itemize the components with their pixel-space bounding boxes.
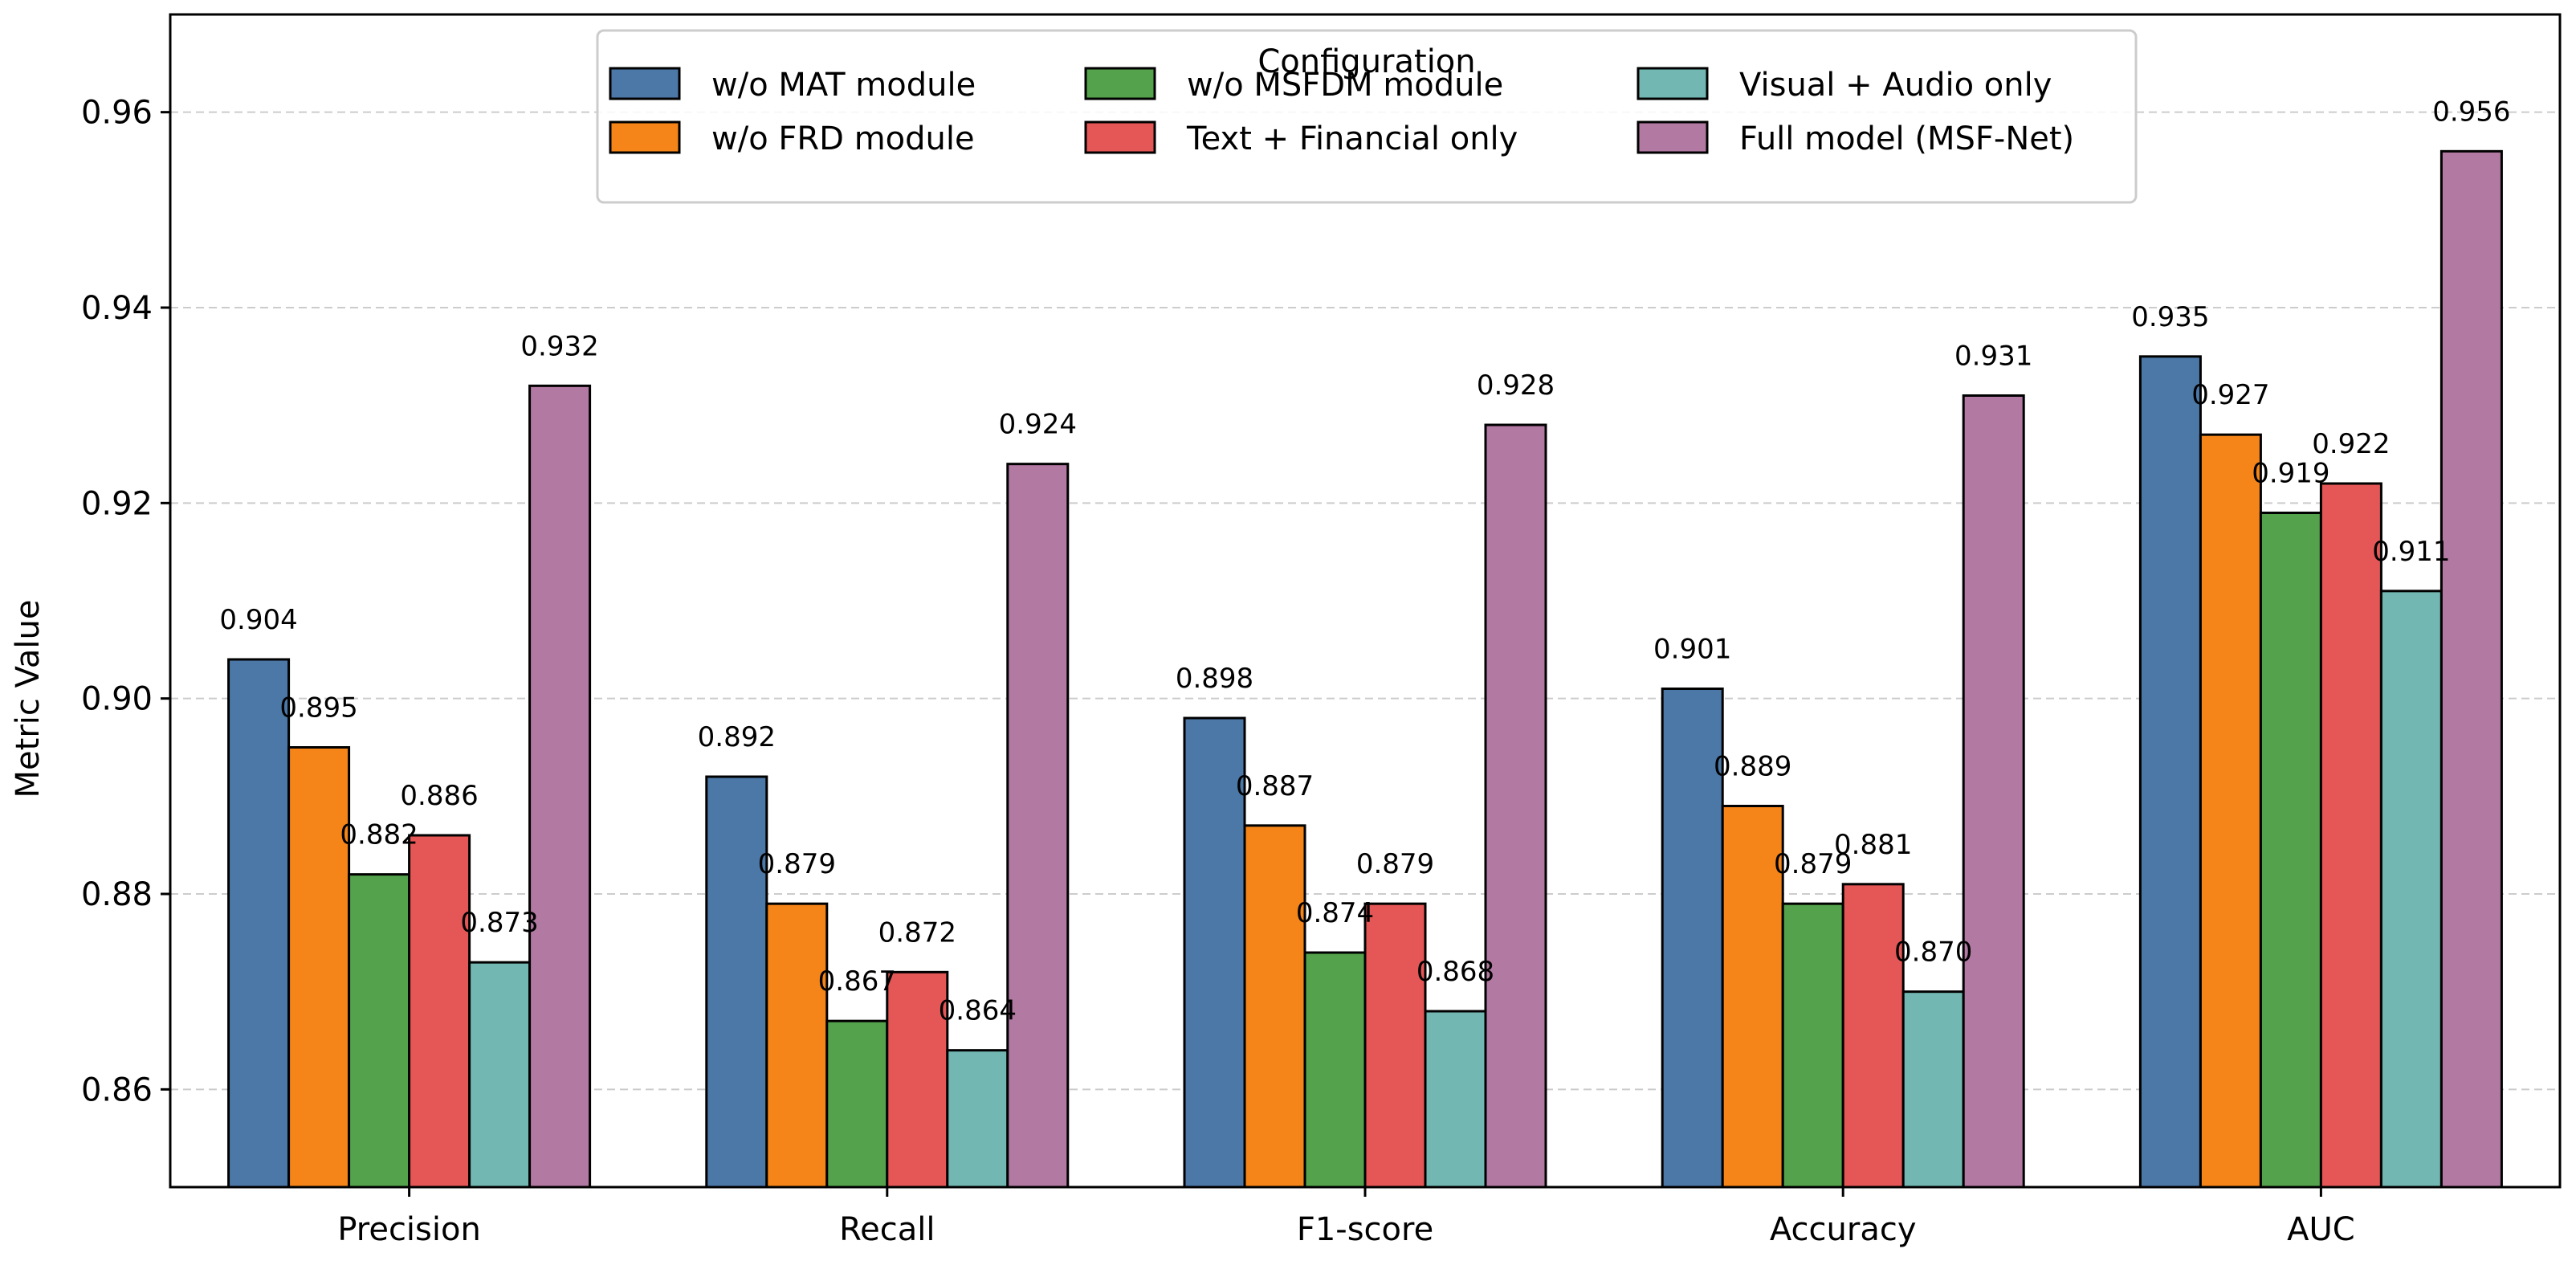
bar-f1-score-series-2[interactable] — [1243, 824, 1306, 1189]
data-label: 0.872 — [878, 916, 956, 949]
bar-recall-series-1[interactable] — [705, 775, 768, 1189]
data-label: 0.922 — [2312, 428, 2390, 460]
data-label: 0.911 — [2372, 536, 2450, 568]
bar-accuracy-series-5[interactable] — [1901, 990, 1965, 1189]
bar-precision-series-5[interactable] — [468, 961, 532, 1189]
legend-item-6[interactable]: Full model (MSF-Net) — [1636, 120, 2074, 157]
data-label: 0.886 — [400, 780, 478, 812]
legend-swatch — [1636, 120, 1709, 154]
data-label: 0.935 — [2131, 301, 2209, 333]
bar-recall-series-5[interactable] — [946, 1049, 1009, 1189]
legend-label: w/o FRD module — [711, 120, 975, 157]
data-labels-layer: 0.904 0.895 0.882 0.886 0.873 0.932 0.892 0.879… — [219, 96, 2510, 1026]
data-label: 0.868 — [1416, 956, 1494, 988]
data-label: 0.879 — [758, 848, 836, 880]
bar-auc-series-4[interactable] — [2319, 482, 2382, 1189]
legend-item-1[interactable]: w/o MAT module — [609, 67, 976, 104]
x-tick-label: Recall — [839, 1211, 935, 1248]
bar-auc-series-6[interactable] — [2439, 149, 2503, 1189]
y-axis-title: Metric Value — [10, 600, 47, 798]
data-label: 0.927 — [2191, 379, 2269, 411]
y-tick-label: 0.96 — [81, 95, 153, 132]
legend-item-3[interactable]: w/o MSFDM module — [1084, 67, 1503, 104]
legend-box — [596, 29, 2138, 204]
data-label: 0.904 — [219, 604, 297, 636]
legend-label: w/o MAT module — [711, 67, 976, 104]
x-tick-label: Precision — [337, 1211, 480, 1248]
legend-swatch — [1636, 67, 1709, 100]
legend-item-2[interactable]: w/o FRD module — [609, 120, 975, 157]
data-label: 0.892 — [698, 721, 776, 753]
bar-auc-series-1[interactable] — [2138, 355, 2202, 1189]
legend-label: w/o MSFDM module — [1187, 67, 1503, 104]
data-label: 0.895 — [279, 692, 357, 724]
bar-recall-series-2[interactable] — [765, 902, 829, 1189]
data-label: 0.956 — [2432, 96, 2510, 128]
y-tick-label: 0.92 — [81, 485, 153, 522]
bar-precision-series-6[interactable] — [528, 384, 592, 1189]
data-label: 0.898 — [1176, 663, 1253, 695]
data-label: 0.924 — [999, 409, 1077, 441]
legend-swatch — [1084, 120, 1156, 154]
data-label: 0.932 — [520, 330, 598, 362]
data-label: 0.879 — [1356, 848, 1434, 880]
data-label: 0.874 — [1296, 897, 1374, 929]
bar-precision-series-1[interactable] — [227, 658, 291, 1189]
data-label: 0.931 — [1954, 341, 2032, 373]
bar-auc-series-2[interactable] — [2199, 433, 2262, 1189]
legend[interactable]: Configuration w/o MAT module w/o FRD modul… — [596, 29, 2138, 204]
data-label: 0.879 — [1774, 848, 1852, 880]
y-tick-label: 0.86 — [81, 1071, 153, 1108]
bar-f1-score-series-3[interactable] — [1303, 951, 1367, 1189]
legend-title: Configuration — [1257, 43, 1475, 80]
legend-swatch — [609, 120, 681, 154]
bar-auc-series-5[interactable] — [2379, 590, 2443, 1189]
y-tick-label: 0.94 — [81, 290, 153, 327]
data-label: 0.889 — [1714, 751, 1791, 783]
bars-layer — [227, 149, 2503, 1189]
legend-label: Full model (MSF-Net) — [1739, 120, 2074, 157]
plot-frame — [169, 13, 2562, 1189]
bar-precision-series-3[interactable] — [348, 873, 411, 1189]
bar-f1-score-series-6[interactable] — [1484, 423, 1547, 1189]
bar-f1-score-series-1[interactable] — [1183, 716, 1246, 1189]
data-label: 0.864 — [939, 995, 1017, 1027]
bar-precision-series-2[interactable] — [287, 746, 351, 1189]
data-label: 0.919 — [2252, 458, 2329, 490]
x-tick-label: Accuracy — [1770, 1211, 1917, 1248]
bar-recall-series-3[interactable] — [825, 1019, 889, 1189]
axes-layer: 0.86 0.88 0.90 0.92 0.94 0.96 Precision Recall F… — [81, 13, 2562, 1248]
legend-swatch — [609, 67, 681, 100]
x-tick-label: AUC — [2287, 1211, 2355, 1248]
data-label: 0.928 — [1477, 369, 1555, 402]
y-tick-label: 0.88 — [81, 876, 153, 913]
data-label: 0.882 — [340, 819, 418, 851]
bar-recall-series-6[interactable] — [1006, 463, 1070, 1189]
x-tick-label: F1-score — [1297, 1211, 1433, 1248]
legend-item-4[interactable]: Text + Financial only — [1084, 120, 1518, 157]
bar-accuracy-series-4[interactable] — [1841, 883, 1905, 1189]
data-label: 0.901 — [1653, 634, 1731, 666]
bar-f1-score-series-5[interactable] — [1424, 1010, 1487, 1189]
bar-f1-score-series-4[interactable] — [1363, 902, 1427, 1189]
data-label: 0.873 — [460, 907, 538, 939]
bar-accuracy-series-6[interactable] — [1962, 394, 2025, 1189]
data-label: 0.867 — [818, 965, 896, 998]
legend-label: Text + Financial only — [1186, 120, 1518, 157]
legend-item-5[interactable]: Visual + Audio only — [1636, 67, 2052, 104]
data-label: 0.887 — [1236, 770, 1314, 802]
data-label: 0.870 — [1894, 937, 1972, 969]
bar-recall-series-4[interactable] — [886, 970, 949, 1189]
legend-label: Visual + Audio only — [1739, 67, 2052, 104]
bar-auc-series-3[interactable] — [2259, 512, 2322, 1189]
y-tick-label: 0.90 — [81, 681, 153, 718]
legend-swatch — [1084, 67, 1156, 100]
bar-precision-series-4[interactable] — [408, 834, 471, 1189]
data-label: 0.881 — [1834, 829, 1912, 861]
bar-accuracy-series-3[interactable] — [1781, 902, 1844, 1189]
